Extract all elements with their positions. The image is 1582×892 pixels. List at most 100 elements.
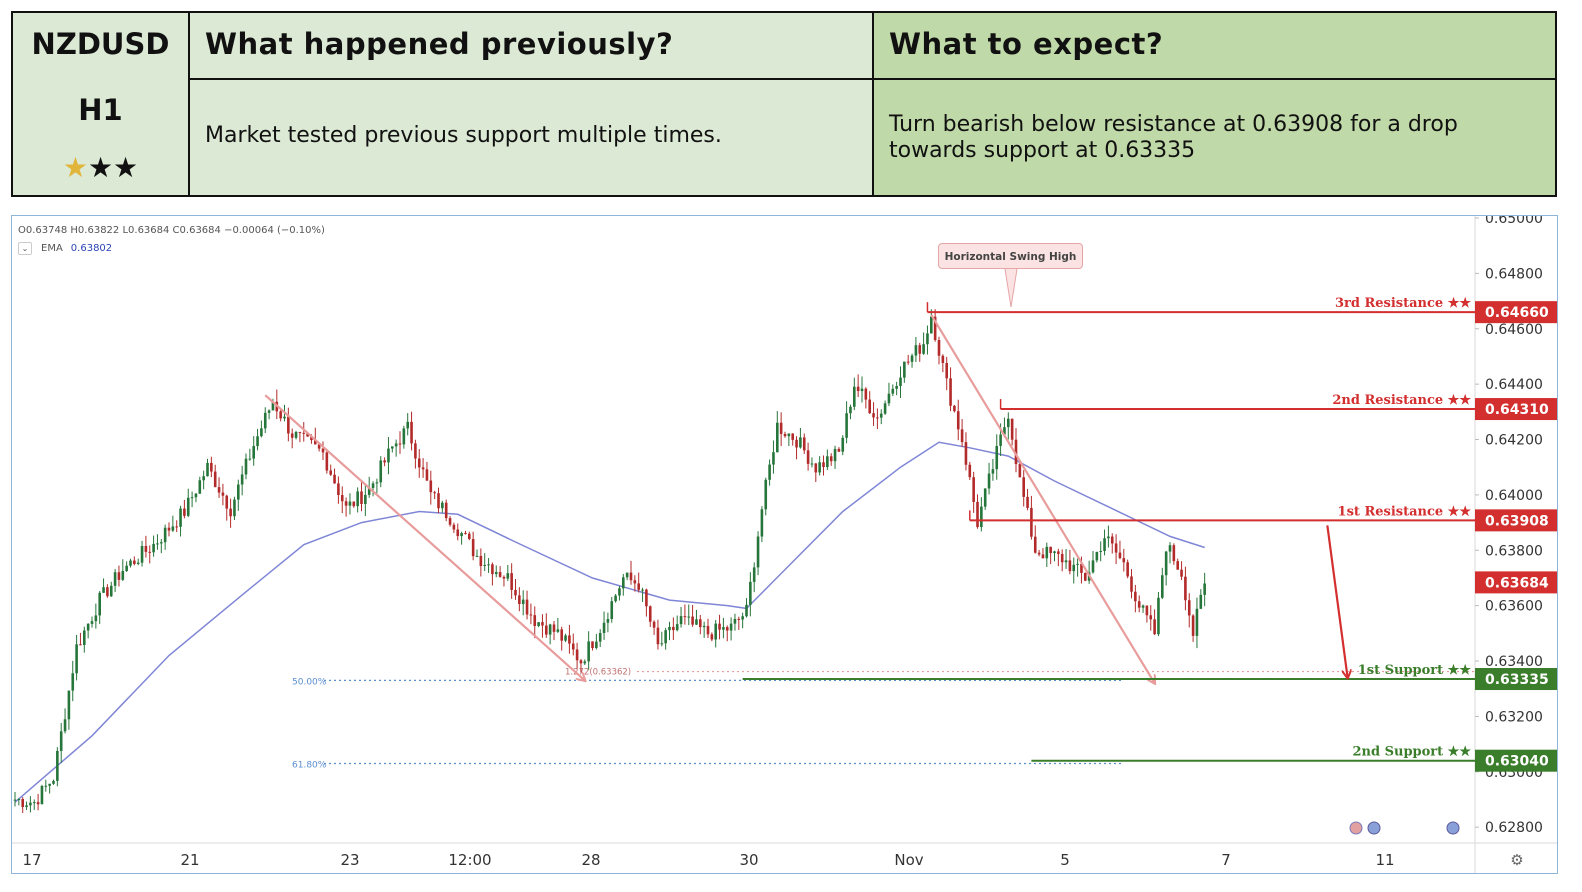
candle-body <box>545 625 548 635</box>
candle-body <box>876 417 879 419</box>
candle-body <box>918 345 922 354</box>
candle-body <box>56 750 59 781</box>
candle-body <box>737 618 741 620</box>
candle-body <box>1057 551 1060 554</box>
candle-body <box>575 649 579 661</box>
expected-move-arrow <box>1326 525 1347 677</box>
candle-body <box>749 581 752 605</box>
candle-body <box>468 533 471 540</box>
candle-body <box>956 411 960 430</box>
candle-body <box>1045 546 1049 559</box>
candle-body <box>787 433 791 437</box>
candle-body <box>779 422 783 434</box>
candle-body <box>1095 551 1099 561</box>
candle-body <box>772 452 775 465</box>
candle-body <box>106 587 109 597</box>
candle-body <box>1168 545 1172 552</box>
candle-body <box>167 527 171 531</box>
candle-body <box>783 433 787 437</box>
candle-body <box>725 627 729 631</box>
candle-body <box>968 464 972 478</box>
candle-body <box>290 433 294 438</box>
candle-body <box>333 474 336 484</box>
candle-body <box>1149 615 1153 620</box>
candle-body <box>471 539 475 557</box>
candle-body <box>160 542 163 544</box>
candle-body <box>494 572 498 575</box>
y-tick-label: 0.63400 <box>1485 654 1543 670</box>
candle-body <box>337 483 340 496</box>
candle-body <box>691 616 694 625</box>
candle-body <box>79 644 82 646</box>
candle-body <box>25 805 28 807</box>
candle-body <box>1110 536 1114 544</box>
candle-body <box>387 448 390 463</box>
candle-body <box>267 410 271 413</box>
candle-body <box>814 463 818 473</box>
candle-body <box>283 416 286 419</box>
candle-body <box>375 482 379 484</box>
candle-body <box>186 497 190 516</box>
candle-body <box>394 443 398 447</box>
candle-body <box>63 719 67 732</box>
candle-body <box>71 673 75 691</box>
candle-body <box>340 495 344 502</box>
ema-line <box>14 441 1205 803</box>
candle-body <box>953 405 956 412</box>
fib-level-label: 61.80% <box>292 760 327 770</box>
candle-body <box>521 599 525 605</box>
candle-body <box>1026 496 1029 508</box>
candle-body <box>483 565 486 567</box>
candle-body <box>452 524 456 530</box>
candle-body <box>75 644 78 674</box>
candle-body <box>183 508 186 516</box>
candle-body <box>556 629 560 632</box>
candle-body <box>198 480 202 494</box>
candle-body <box>598 633 602 642</box>
candle-body <box>136 562 140 564</box>
candle-body <box>306 433 309 437</box>
candle-body <box>833 448 837 462</box>
candle-body <box>29 802 32 806</box>
candle-body <box>44 785 48 787</box>
candle-body <box>502 576 506 579</box>
candle-body <box>148 551 152 553</box>
candle-body <box>1014 439 1018 465</box>
candle-body <box>383 460 386 463</box>
candle-body <box>922 344 925 354</box>
candle-body <box>656 627 660 645</box>
ema-label: EMA <box>41 243 63 254</box>
candle-body <box>364 494 367 505</box>
chart-canvas[interactable]: 0.65000 0.64800 0.64600 0.64400 0.64200 0.640… <box>12 216 1557 873</box>
candle-body <box>1145 605 1149 616</box>
candle-body <box>845 413 848 438</box>
candle-body <box>660 643 664 645</box>
ema-legend: ⌄ EMA 0.63802 <box>18 242 112 255</box>
level-label: 2nd Resistance ★★ <box>1332 393 1471 408</box>
y-tick-label: 0.64600 <box>1485 322 1543 338</box>
candle-body <box>1049 546 1052 554</box>
candle-body <box>1118 552 1122 559</box>
candle-body <box>13 799 17 801</box>
price-chart[interactable]: 0.65000 0.64800 0.64600 0.64400 0.64200 0.640… <box>11 215 1558 874</box>
candle-body <box>991 469 995 474</box>
candle-body <box>464 533 467 535</box>
candle-body <box>568 635 571 644</box>
candle-body <box>406 421 409 429</box>
candle-body <box>606 618 610 623</box>
candle-body <box>860 388 864 392</box>
candle-body <box>914 345 918 356</box>
candle-body <box>633 580 637 584</box>
level-price-label: 0.64660 <box>1485 305 1549 321</box>
candle-body <box>760 509 764 537</box>
candle-body <box>298 431 302 433</box>
candle-body <box>271 401 275 411</box>
chevron-down-icon[interactable]: ⌄ <box>18 242 32 255</box>
ohlc-legend: O0.63748 H0.63822 L0.63684 C0.63684 −0.0… <box>18 225 325 236</box>
ema-value: 0.63802 <box>70 243 113 254</box>
candle-body <box>202 476 205 481</box>
candle-body <box>879 413 883 418</box>
candle-body <box>152 543 155 553</box>
candle-body <box>533 615 537 626</box>
candle-body <box>433 492 436 494</box>
